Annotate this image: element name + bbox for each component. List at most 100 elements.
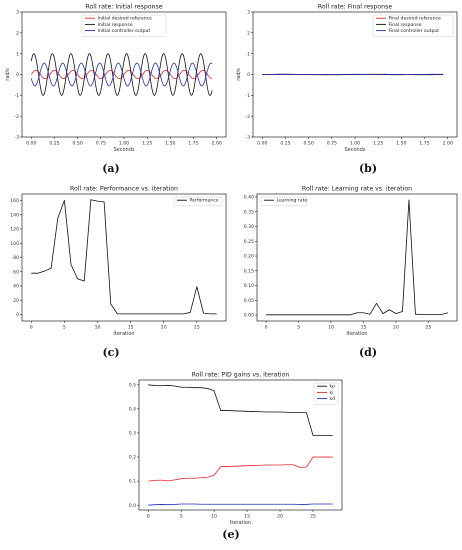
x-tick-label: 10 [211,514,217,520]
y-tick-label: 0.2 [129,455,136,461]
x-axis-label: Iteration [346,331,367,337]
legend: Performance [173,196,223,207]
x-tick-label: 25 [194,325,200,331]
chart-d: Roll rate: Learning rate vs. iteration 0 5… [244,186,458,337]
y-tick-label: 0 [16,312,19,318]
y-tick-label: 2 [16,30,19,36]
y-tick-label: 0.20 [244,254,254,260]
caption-c: (c) [102,346,120,359]
chart-c: Roll rate: Performance vs. iteration 0 5 10… [10,186,227,337]
x-tick-label: 1.50 [396,141,406,147]
y-tick-label: 40 [13,284,19,290]
y-tick-label: 0.15 [244,268,254,274]
x-tick-label: 1.75 [188,141,198,147]
y-tick-label: 20 [13,298,19,304]
x-tick-label: 5 [180,514,183,520]
y-tick-label: 0.1 [129,479,136,485]
y-tick-label: 1 [247,51,250,57]
y-tick-label: 0.3 [129,431,136,437]
y-tick-label: -2 [245,114,250,120]
legend-entry: kd [330,396,336,402]
x-tick-label: 0.75 [96,141,106,147]
y-tick-label: 0.00 [244,313,254,319]
x-tick-label: 15 [244,514,250,520]
x-tick-label: 0.25 [49,141,59,147]
y-tick-label: -3 [245,135,250,141]
y-tick-label: 80 [13,255,19,261]
legend-entry: Learning rate [277,198,308,204]
chart-title: Roll rate: Performance vs. iteration [70,186,178,193]
x-tick-label: 1.75 [419,141,429,147]
y-tick-label: 3 [247,10,250,16]
legend-entry: Final desired reference [389,16,442,22]
legend-entry: Final response [389,22,422,28]
x-tick-label: 0.00 [26,141,36,147]
caption-e: (e) [222,528,240,541]
legend-entry: Performance [190,198,219,204]
y-tick-label: 0.30 [244,224,254,230]
legend-entry: Final controller output [389,28,440,34]
legend-entry: kp [330,384,336,390]
x-tick-label: 1.25 [373,141,383,147]
x-tick-label: 5 [63,325,66,331]
plot-frame [138,379,343,511]
y-tick-label: 120 [10,227,19,233]
series-line-2 [148,503,333,506]
series-line-0 [266,199,449,316]
chart-panel-d: Roll rate: Learning rate vs. iteration 0 5… [231,182,462,340]
y-axis-label: rad/s [236,68,242,81]
x-tick-label: 0.50 [73,141,83,147]
y-tick-label: 0.35 [244,209,254,215]
x-axis-label: Seconds [344,147,365,153]
legend-entry: ki [330,390,334,396]
legend-entry: Initial response [98,22,133,28]
y-tick-label: 3 [16,10,19,16]
x-tick-label: 0 [30,325,33,331]
x-tick-label: 10 [95,325,101,331]
x-tick-label: 15 [128,325,134,331]
x-tick-label: 0 [147,514,150,520]
y-tick-label: 60 [13,269,19,275]
x-tick-label: 20 [161,325,167,331]
series-line-0 [148,384,333,436]
y-tick-label: 160 [10,198,19,204]
legend-entry: Initial controller output [98,28,151,34]
x-tick-label: 25 [425,325,431,331]
x-tick-label: 0.50 [304,141,314,147]
x-tick-label: 20 [277,514,283,520]
x-tick-label: 0 [265,325,268,331]
x-tick-label: 20 [393,325,399,331]
x-tick-label: 15 [361,325,367,331]
x-axis-label: Seconds [113,147,134,153]
x-tick-label: 0.25 [280,141,290,147]
chart-a: Roll rate: Initial response 0.00 0.25 0.50 0… [5,4,227,153]
y-tick-label: -3 [14,135,19,141]
y-tick-label: 2 [247,30,250,36]
x-tick-label: 2.00 [443,141,453,147]
x-tick-label: 0.00 [257,141,267,147]
chart-panel-e: Roll rate: PID gains vs. iteration 0 5 10 15… [115,366,347,526]
y-tick-label: 0.10 [244,283,254,289]
y-tick-label: 1 [16,51,19,57]
y-tick-label: 0.5 [129,382,136,388]
x-tick-label: 1.00 [119,141,129,147]
series-line-2 [30,62,213,87]
y-tick-label: 0.25 [244,239,254,245]
x-axis-label: Iteration [113,331,134,337]
x-tick-label: 5 [297,325,300,331]
caption-b: (b) [358,162,378,175]
y-tick-label: 0.40 [244,195,254,201]
x-tick-label: 1.50 [165,141,175,147]
legend: Learning rate [260,196,308,207]
series-line-0 [31,199,217,315]
plot-frame [256,193,458,322]
x-tick-label: 1.00 [350,141,360,147]
y-tick-label: 0 [16,72,19,78]
chart-title: Roll rate: Learning rate vs. iteration [302,186,412,193]
x-axis-label: Iteration [230,520,251,526]
chart-panel-b: Roll rate: Final response 0.00 0.25 0.50 0.7… [231,0,462,158]
y-tick-label: -2 [14,114,19,120]
